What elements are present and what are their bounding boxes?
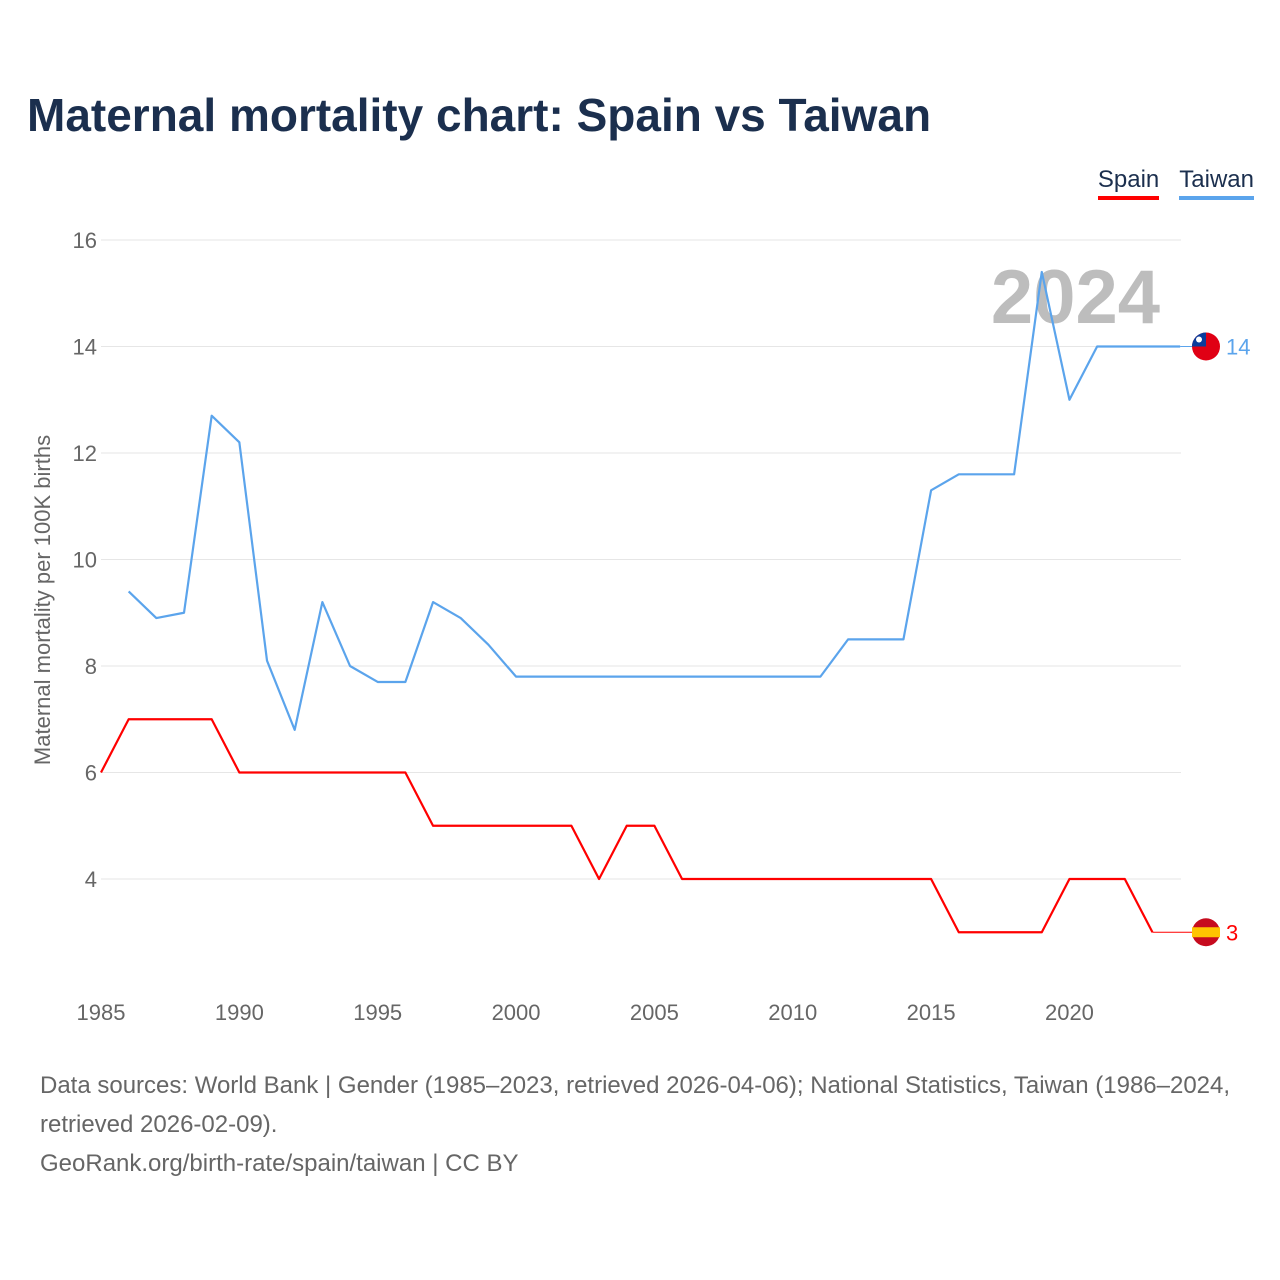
- y-tick-label: 12: [73, 441, 97, 466]
- legend: Spain Taiwan: [1097, 166, 1254, 200]
- series-line-spain: [100, 718, 1154, 934]
- x-tick-label: 2005: [630, 1000, 679, 1025]
- spain-flag-stripe: [1192, 927, 1220, 938]
- y-tick-label: 8: [85, 654, 97, 679]
- x-tick-label: 2010: [768, 1000, 817, 1025]
- data-sources: Data sources: World Bank | Gender (1985–…: [40, 1072, 1231, 1138]
- x-tick-label: 1995: [353, 1000, 402, 1025]
- y-tick-label: 10: [73, 548, 97, 573]
- legend-spain[interactable]: Spain: [1097, 166, 1160, 200]
- footer: Data sources: World Bank | Gender (1985–…: [40, 1066, 1240, 1183]
- y-tick-label: 14: [73, 335, 97, 360]
- y-tick-label: 6: [85, 761, 97, 786]
- series-line-taiwan: [127, 270, 1181, 732]
- year-label: 2024: [991, 255, 1160, 340]
- page-title: Maternal mortality chart: Spain vs Taiwa…: [27, 89, 932, 141]
- x-tick-label: 1990: [215, 1000, 264, 1025]
- legend-taiwan[interactable]: Taiwan: [1179, 166, 1254, 200]
- x-tick-label: 2020: [1045, 1000, 1094, 1025]
- end-value-label: 3: [1226, 920, 1238, 945]
- end-value-label: 14: [1226, 335, 1250, 360]
- y-axis-label: Maternal mortality per 100K births: [30, 435, 55, 765]
- y-tick-label: 16: [73, 228, 97, 253]
- x-tick-label: 1985: [77, 1000, 126, 1025]
- source-link[interactable]: GeoRank.org/birth-rate/spain/taiwan | CC…: [40, 1150, 519, 1177]
- taiwan-flag-sun: [1196, 336, 1202, 343]
- x-tick-label: 2000: [492, 1000, 541, 1025]
- x-tick-label: 2015: [907, 1000, 956, 1025]
- y-tick-label: 4: [85, 867, 97, 892]
